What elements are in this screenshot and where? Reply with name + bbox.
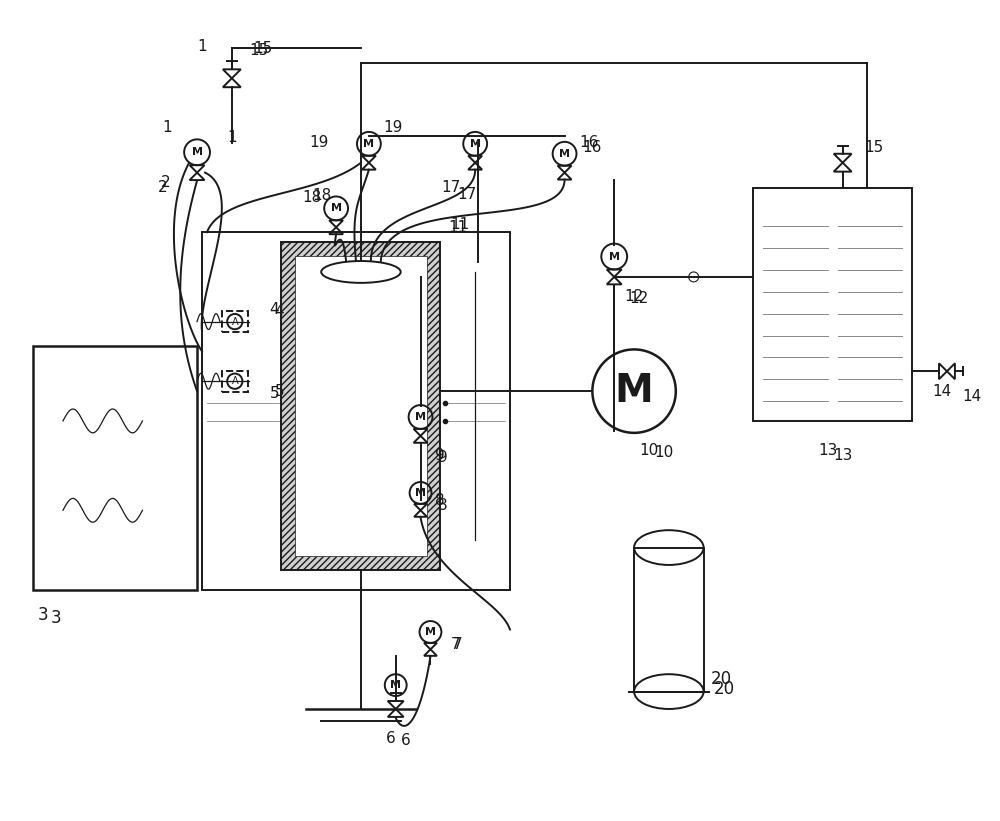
Text: 8: 8	[438, 498, 448, 513]
Text: M: M	[470, 139, 481, 149]
Text: M: M	[331, 204, 342, 213]
Text: 6: 6	[386, 732, 396, 746]
Text: 10: 10	[639, 443, 659, 458]
Text: 1: 1	[162, 121, 172, 135]
Text: 19: 19	[310, 135, 329, 150]
Text: 11: 11	[450, 217, 470, 232]
Text: 3: 3	[51, 608, 62, 626]
Bar	[634, 548, 704, 691]
Text: 6: 6	[401, 733, 410, 748]
Text: 1: 1	[197, 39, 207, 54]
Text: 2: 2	[160, 175, 170, 190]
Text: 20: 20	[714, 680, 735, 698]
Text: 2: 2	[157, 180, 167, 195]
Text: 5: 5	[270, 386, 279, 401]
Bar	[753, 187, 912, 421]
Text: 12: 12	[629, 291, 648, 306]
Text: 8: 8	[435, 493, 445, 508]
Text: M: M	[425, 627, 436, 637]
Text: 13: 13	[818, 443, 837, 458]
Text: 12: 12	[624, 289, 643, 305]
Text: 16: 16	[582, 140, 602, 155]
Text: 9: 9	[435, 448, 445, 463]
Text: 9: 9	[438, 450, 448, 466]
Text: 15: 15	[254, 41, 273, 56]
Text: M: M	[615, 372, 653, 410]
Text: M: M	[192, 147, 203, 158]
Text: 18: 18	[312, 188, 331, 203]
Text: M: M	[390, 680, 401, 690]
Bar	[222, 371, 248, 392]
Text: 7: 7	[452, 637, 462, 652]
Text: M: M	[559, 149, 570, 158]
Text: 10: 10	[654, 445, 673, 461]
Bar	[295, 256, 427, 556]
Text: 1: 1	[227, 131, 236, 145]
Text: 14: 14	[932, 383, 951, 399]
Text: 18: 18	[302, 190, 321, 205]
Text: 15: 15	[250, 43, 269, 58]
Bar	[33, 346, 197, 589]
Bar	[281, 242, 440, 570]
Text: M: M	[415, 488, 426, 498]
Text: 4: 4	[275, 304, 284, 319]
Text: 15: 15	[865, 140, 884, 155]
Text: 13: 13	[833, 448, 852, 463]
Text: 17: 17	[441, 180, 460, 195]
Text: 16: 16	[579, 135, 599, 150]
Text: 20: 20	[711, 670, 732, 688]
Text: A: A	[231, 376, 238, 386]
Text: 14: 14	[962, 388, 981, 404]
Text: 3: 3	[38, 606, 48, 624]
Text: M: M	[363, 139, 374, 149]
Text: 4: 4	[270, 302, 279, 317]
Text: M: M	[609, 251, 620, 262]
Bar	[202, 232, 510, 589]
Text: 17: 17	[458, 187, 477, 202]
Text: 11: 11	[448, 220, 468, 235]
Text: A: A	[231, 317, 238, 327]
Bar	[222, 311, 248, 332]
Text: 19: 19	[384, 121, 403, 135]
Text: 5: 5	[275, 383, 284, 399]
Text: M: M	[415, 412, 426, 422]
Text: 7: 7	[450, 637, 460, 652]
